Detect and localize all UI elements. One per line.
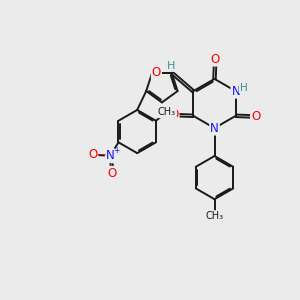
Text: CH₃: CH₃ (206, 211, 224, 221)
Text: O: O (251, 110, 260, 123)
Text: O: O (169, 108, 178, 122)
Text: N: N (210, 122, 219, 135)
Text: O: O (211, 52, 220, 66)
Text: +: + (113, 146, 120, 155)
Text: H: H (167, 61, 175, 71)
Text: O: O (152, 66, 161, 79)
Text: −: − (98, 149, 105, 158)
Text: O: O (88, 148, 97, 161)
Text: N: N (231, 85, 240, 98)
Text: H: H (240, 82, 248, 93)
Text: N: N (106, 149, 115, 162)
Text: CH₃: CH₃ (158, 107, 176, 117)
Text: O: O (108, 167, 117, 180)
